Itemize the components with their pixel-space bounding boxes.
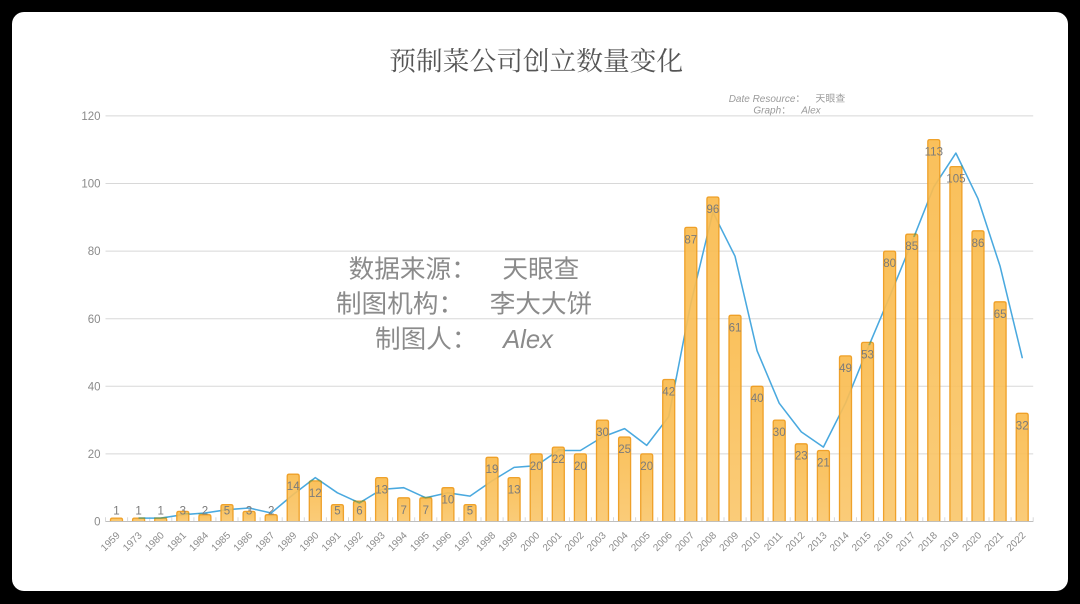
svg-text:14: 14: [287, 481, 300, 493]
svg-text:12: 12: [309, 488, 322, 500]
svg-text:0: 0: [94, 517, 100, 529]
svg-text:85: 85: [905, 241, 918, 253]
svg-text:22: 22: [552, 454, 565, 466]
svg-text:19: 19: [486, 464, 499, 476]
svg-text:65: 65: [994, 309, 1007, 321]
svg-text:96: 96: [707, 204, 720, 216]
svg-text:40: 40: [751, 393, 764, 405]
svg-text:42: 42: [662, 387, 675, 399]
svg-text:23: 23: [795, 451, 808, 463]
svg-text:61: 61: [729, 322, 742, 334]
svg-text:87: 87: [684, 234, 697, 246]
svg-text:1: 1: [157, 506, 163, 518]
svg-text:53: 53: [861, 349, 874, 361]
svg-text:32: 32: [1016, 420, 1029, 432]
svg-text:7: 7: [400, 505, 406, 517]
svg-text:49: 49: [839, 363, 852, 375]
svg-text:20: 20: [574, 461, 587, 473]
svg-text:13: 13: [508, 485, 521, 497]
svg-text:100: 100: [81, 179, 100, 191]
svg-text:105: 105: [946, 174, 965, 186]
svg-text:80: 80: [883, 258, 896, 270]
svg-text:21: 21: [817, 458, 830, 470]
svg-text:113: 113: [925, 147, 943, 159]
svg-text:1: 1: [113, 506, 119, 518]
svg-text:5: 5: [224, 506, 230, 518]
svg-text:80: 80: [88, 246, 101, 258]
svg-text:20: 20: [640, 461, 653, 473]
svg-text:25: 25: [618, 444, 631, 456]
svg-text:Graph: Graph: [753, 106, 781, 117]
svg-text:3: 3: [180, 506, 186, 518]
svg-text:20: 20: [88, 449, 101, 461]
svg-text:120: 120: [81, 111, 100, 123]
svg-text:2: 2: [268, 506, 274, 518]
svg-text:10: 10: [442, 495, 455, 507]
svg-text:40: 40: [88, 381, 101, 393]
svg-text:60: 60: [88, 314, 101, 326]
svg-text:6: 6: [356, 506, 362, 518]
svg-text:13: 13: [375, 485, 388, 497]
svg-text:1: 1: [135, 506, 141, 518]
svg-text:Date Resource: Date Resource: [729, 94, 796, 105]
svg-text:2: 2: [202, 506, 208, 518]
svg-text:5: 5: [334, 506, 340, 518]
svg-text:Alex: Alex: [501, 326, 554, 354]
svg-text:Alex: Alex: [800, 106, 821, 117]
svg-text:30: 30: [773, 427, 786, 439]
svg-text:7: 7: [423, 505, 429, 517]
svg-text:20: 20: [530, 461, 543, 473]
svg-text:86: 86: [972, 238, 985, 250]
svg-text:3: 3: [246, 506, 252, 518]
svg-text:5: 5: [467, 506, 473, 518]
svg-text:30: 30: [596, 427, 609, 439]
